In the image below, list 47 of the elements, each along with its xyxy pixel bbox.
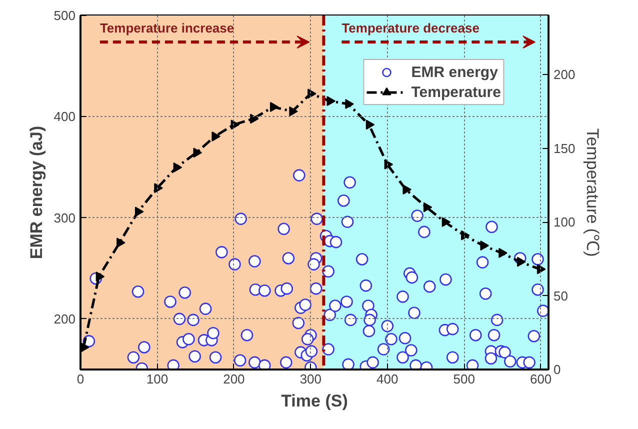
point — [134, 206, 144, 217]
x-tick-label: 600 — [530, 372, 552, 386]
point — [536, 264, 546, 274]
point — [250, 114, 259, 124]
legend-label: Temperature — [411, 84, 501, 100]
x-tick-label: 300 — [300, 372, 322, 386]
point — [366, 120, 375, 130]
point — [461, 230, 470, 240]
point — [230, 120, 240, 130]
legend-label: EMR energy — [411, 64, 498, 80]
y-tick-label: 500 — [54, 8, 76, 23]
point — [212, 131, 220, 142]
y2-tick-label: 50 — [554, 288, 568, 304]
x-tick-label: 400 — [376, 372, 398, 386]
y2-tick-label: 200 — [554, 67, 576, 82]
y-axis-title: EMR energy (aJ) — [26, 126, 46, 260]
point — [345, 99, 354, 109]
point — [96, 272, 105, 282]
y2-axis-title: Temperature (℃) — [583, 128, 602, 257]
y2-tick-label: 0 — [554, 362, 561, 377]
y2-tick-label: 150 — [554, 140, 576, 156]
y-tick-label: 200 — [54, 311, 76, 326]
band-label: Temperature decrease — [342, 20, 480, 36]
point — [154, 183, 163, 194]
point — [423, 202, 432, 212]
y2-tick-label: 100 — [554, 214, 576, 230]
point — [442, 217, 451, 227]
x-tick-label: 500 — [453, 372, 475, 386]
point — [384, 159, 394, 170]
point — [173, 162, 182, 172]
x-axis-title: Time (S) — [281, 392, 348, 410]
point — [326, 96, 336, 106]
band-label: Temperature increase — [100, 20, 234, 36]
point — [480, 240, 489, 251]
x-tick-label: 200 — [223, 372, 245, 386]
x-tick-label: 100 — [146, 372, 168, 386]
point — [308, 88, 316, 99]
y-tick-label: 300 — [54, 210, 76, 226]
point — [289, 106, 298, 116]
point — [116, 238, 126, 248]
point — [498, 248, 508, 258]
point — [193, 148, 202, 158]
x-tick-label: 0 — [76, 372, 84, 386]
y-tick-label: 400 — [54, 109, 76, 124]
point — [270, 102, 279, 112]
point — [517, 256, 526, 267]
point — [402, 184, 412, 195]
